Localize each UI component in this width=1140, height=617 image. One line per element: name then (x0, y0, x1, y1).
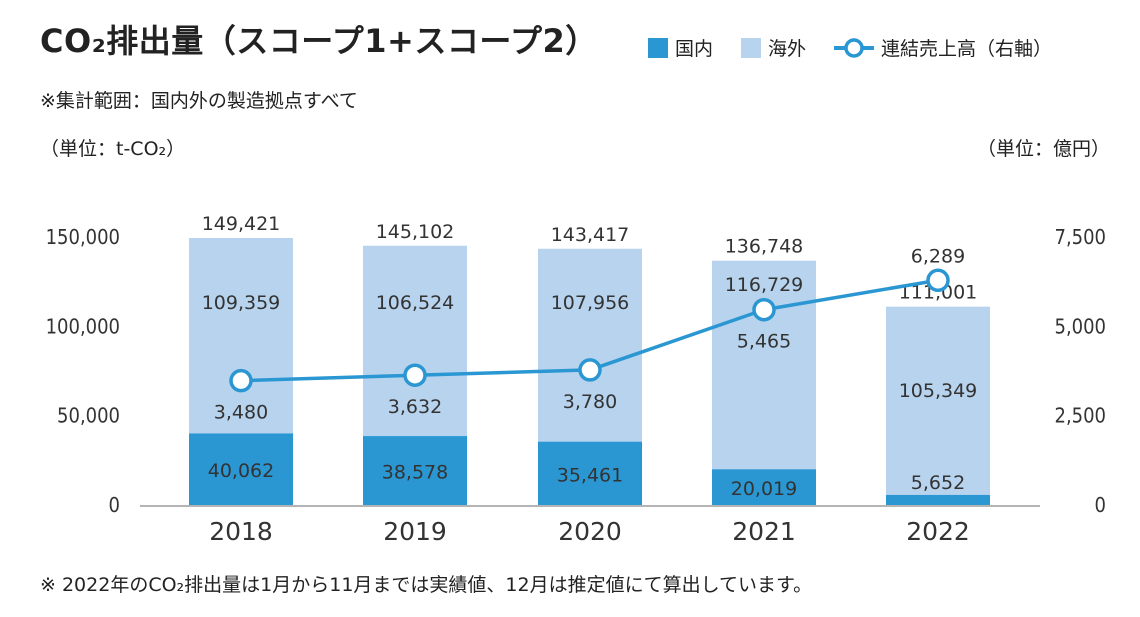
y-axis-tick-label: 100,000 (46, 314, 120, 338)
total-label: 143,417 (551, 224, 630, 246)
total-label: 136,748 (725, 236, 804, 258)
x-axis-tick-label: 2022 (906, 517, 970, 546)
domestic-value-label: 38,578 (382, 462, 448, 484)
sales-point (578, 358, 602, 382)
sales-point (229, 368, 253, 393)
domestic-value-label: 35,461 (557, 464, 623, 486)
sales-point (752, 297, 776, 322)
legend-label-overseas: 海外 (768, 38, 807, 60)
sales-point (926, 268, 950, 293)
y-axis-tick-label: 0 (109, 493, 120, 517)
total-label: 145,102 (376, 221, 455, 243)
legend-item-domestic: 国内 (648, 34, 713, 61)
bar-overseas (712, 260, 816, 470)
legend-item-sales: 連結売上高（右軸） (834, 34, 1052, 61)
legend-label-domestic: 国内 (675, 38, 714, 60)
overseas-value-label: 106,524 (376, 292, 455, 314)
right-axis-unit: （単位：億円） (976, 138, 1110, 160)
sales-value-label: 3,780 (563, 391, 617, 413)
bar-overseas (886, 306, 990, 495)
total-label: 111,001 (899, 282, 978, 304)
bar-domestic (886, 494, 990, 505)
overseas-value-label: 105,349 (899, 380, 978, 402)
chart-title: CO₂排出量（スコープ1+スコープ2） (40, 22, 598, 60)
bar-overseas (538, 248, 642, 442)
sales-value-label: 6,289 (911, 245, 965, 267)
y2-axis-tick-label: 5,000 (1055, 314, 1107, 338)
x-axis-tick-label: 2019 (383, 517, 447, 546)
legend-swatch-overseas (741, 37, 762, 58)
legend: 国内 海外 連結売上高（右軸） (648, 34, 1080, 61)
domestic-value-label: 40,062 (208, 460, 274, 482)
bar-domestic (712, 469, 816, 505)
y2-axis-tick-label: 2,500 (1055, 404, 1107, 428)
y-axis-tick-label: 50,000 (57, 404, 120, 428)
legend-swatch-domestic (648, 37, 668, 58)
sales-value-label: 3,480 (214, 402, 268, 424)
sales-value-label: 3,632 (388, 396, 442, 418)
overseas-value-label: 109,359 (202, 292, 281, 314)
bar-domestic (363, 436, 467, 505)
bar-overseas (189, 238, 293, 434)
y-axis-tick-label: 150,000 (46, 225, 120, 249)
legend-label-sales: 連結売上高（右軸） (881, 38, 1053, 60)
legend-item-overseas: 海外 (741, 34, 806, 61)
sales-value-label: 5,465 (737, 331, 791, 353)
bar-overseas (363, 245, 467, 437)
total-label: 149,421 (202, 213, 281, 235)
domestic-value-label: 5,652 (911, 472, 965, 494)
bar-domestic (189, 433, 293, 505)
chart-subtitle: ※集計範囲：国内外の製造拠点すべて (40, 90, 358, 112)
domestic-value-label: 20,019 (731, 478, 797, 500)
legend-line-marker-icon (834, 37, 875, 58)
overseas-value-label: 107,956 (551, 292, 630, 314)
footnote: ※ 2022年のCO₂排出量は1月から11月までは実績値、12月は推定値にて算出… (40, 574, 813, 596)
overseas-value-label: 116,729 (725, 274, 804, 296)
x-axis-tick-label: 2021 (732, 517, 796, 546)
y2-axis-tick-label: 0 (1095, 493, 1106, 517)
sales-point (403, 363, 427, 387)
x-axis-tick-label: 2018 (209, 517, 273, 546)
y2-axis-tick-label: 7,500 (1055, 225, 1107, 249)
left-axis-unit: （単位：t-CO₂） (40, 138, 186, 160)
x-axis-tick-label: 2020 (558, 517, 622, 546)
bar-domestic (538, 441, 642, 505)
